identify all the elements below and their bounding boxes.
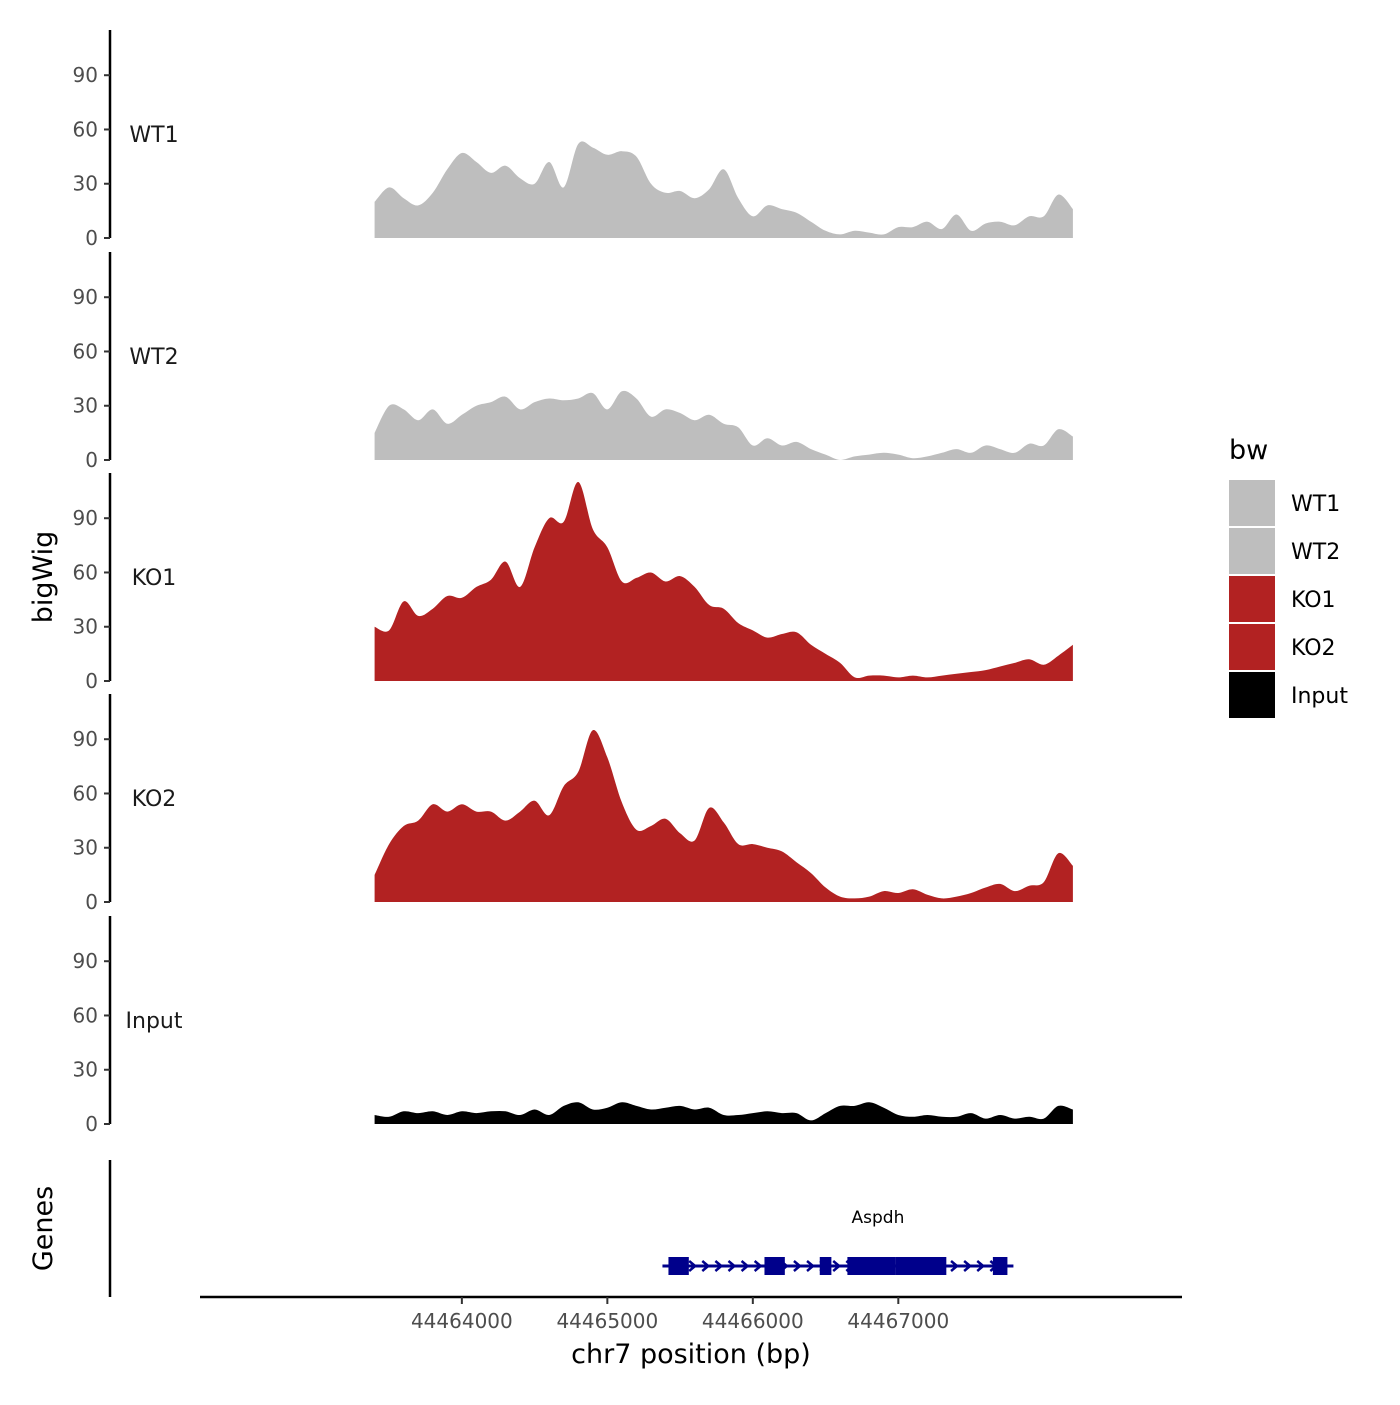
gene-strand-arrow: [832, 1260, 842, 1272]
y-tick-label-wt1-60: 60: [73, 117, 98, 141]
track-label-ko1: KO1: [132, 566, 177, 591]
legend-swatch-input: [1229, 672, 1275, 718]
legend-swatch-wt2: [1229, 528, 1275, 574]
legend-label-input: Input: [1291, 684, 1348, 709]
x-tick-label-44466000: 44466000: [702, 1309, 804, 1333]
gene-exon-3: [819, 1257, 832, 1275]
legend-swatch-ko1: [1229, 576, 1275, 622]
gene-strand-arrow: [950, 1260, 960, 1272]
legend-swatch-wt1: [1229, 480, 1275, 526]
area-input: [374, 1102, 1073, 1124]
gene-exon-4: [847, 1257, 896, 1275]
legend-label-wt1: WT1: [1291, 492, 1340, 517]
gene-strand-arrow: [806, 1260, 815, 1272]
gene-label: Aspdh: [852, 1208, 905, 1228]
y-tick-label-input-0: 0: [85, 1112, 98, 1136]
y-axis-title: bigWig: [28, 531, 59, 624]
gene-strand-arrow: [714, 1260, 724, 1272]
y-tick-label-wt2-0: 0: [85, 448, 98, 472]
gene-strand-arrow: [963, 1260, 973, 1272]
gene-exon-2: [764, 1257, 785, 1275]
legend-label-wt2: WT2: [1291, 540, 1340, 565]
y-tick-label-ko2-90: 90: [73, 727, 98, 751]
y-tick-label-ko1-30: 30: [73, 615, 98, 639]
gene-exon-5: [895, 1257, 947, 1275]
gene-strand-arrow: [793, 1260, 802, 1272]
y-tick-label-ko2-60: 60: [73, 781, 98, 805]
y-tick-label-ko1-90: 90: [73, 506, 98, 530]
track-label-input: Input: [126, 1009, 183, 1034]
y-tick-label-input-30: 30: [73, 1058, 98, 1082]
gene-strand-arrow: [753, 1260, 763, 1272]
y-tick-label-input-60: 60: [73, 1003, 98, 1027]
x-tick-label-44465000: 44465000: [556, 1309, 658, 1333]
legend-swatch-ko2: [1229, 624, 1275, 670]
y-tick-label-ko1-60: 60: [73, 560, 98, 584]
x-tick-label-44467000: 44467000: [847, 1309, 949, 1333]
y-tick-label-wt2-60: 60: [73, 339, 98, 363]
track-label-wt1: WT1: [129, 123, 178, 148]
x-axis-title: chr7 position (bp): [571, 1339, 811, 1370]
gene-strand-arrow: [688, 1260, 698, 1272]
track-label-wt2: WT2: [129, 345, 178, 370]
y-tick-label-ko2-30: 30: [73, 836, 98, 860]
y-tick-label-ko1-0: 0: [85, 669, 98, 693]
gene-exon-6: [992, 1257, 1008, 1275]
y-tick-label-wt2-90: 90: [73, 285, 98, 309]
legend-title: bw: [1229, 435, 1268, 466]
area-ko1: [374, 481, 1073, 681]
gene-strand-arrow: [701, 1260, 711, 1272]
y-tick-label-wt1-0: 0: [85, 226, 98, 250]
y-tick-label-wt1-30: 30: [73, 172, 98, 196]
area-wt1: [374, 141, 1073, 238]
y-tick-label-wt2-30: 30: [73, 394, 98, 418]
area-wt2: [374, 390, 1073, 460]
genes-axis-title: Genes: [28, 1186, 59, 1271]
gene-strand-arrow: [727, 1260, 737, 1272]
y-tick-label-ko2-0: 0: [85, 890, 98, 914]
gene-exon-1: [668, 1257, 689, 1275]
gene-strand-arrow: [740, 1260, 750, 1272]
gene-strand-arrow: [976, 1260, 986, 1272]
legend-label-ko1: KO1: [1291, 588, 1336, 613]
y-tick-label-wt1-90: 90: [73, 63, 98, 87]
x-tick-label-44464000: 44464000: [411, 1309, 513, 1333]
y-tick-label-input-90: 90: [73, 949, 98, 973]
track-label-ko2: KO2: [132, 787, 177, 812]
legend-label-ko2: KO2: [1291, 636, 1336, 661]
area-ko2: [374, 729, 1073, 902]
